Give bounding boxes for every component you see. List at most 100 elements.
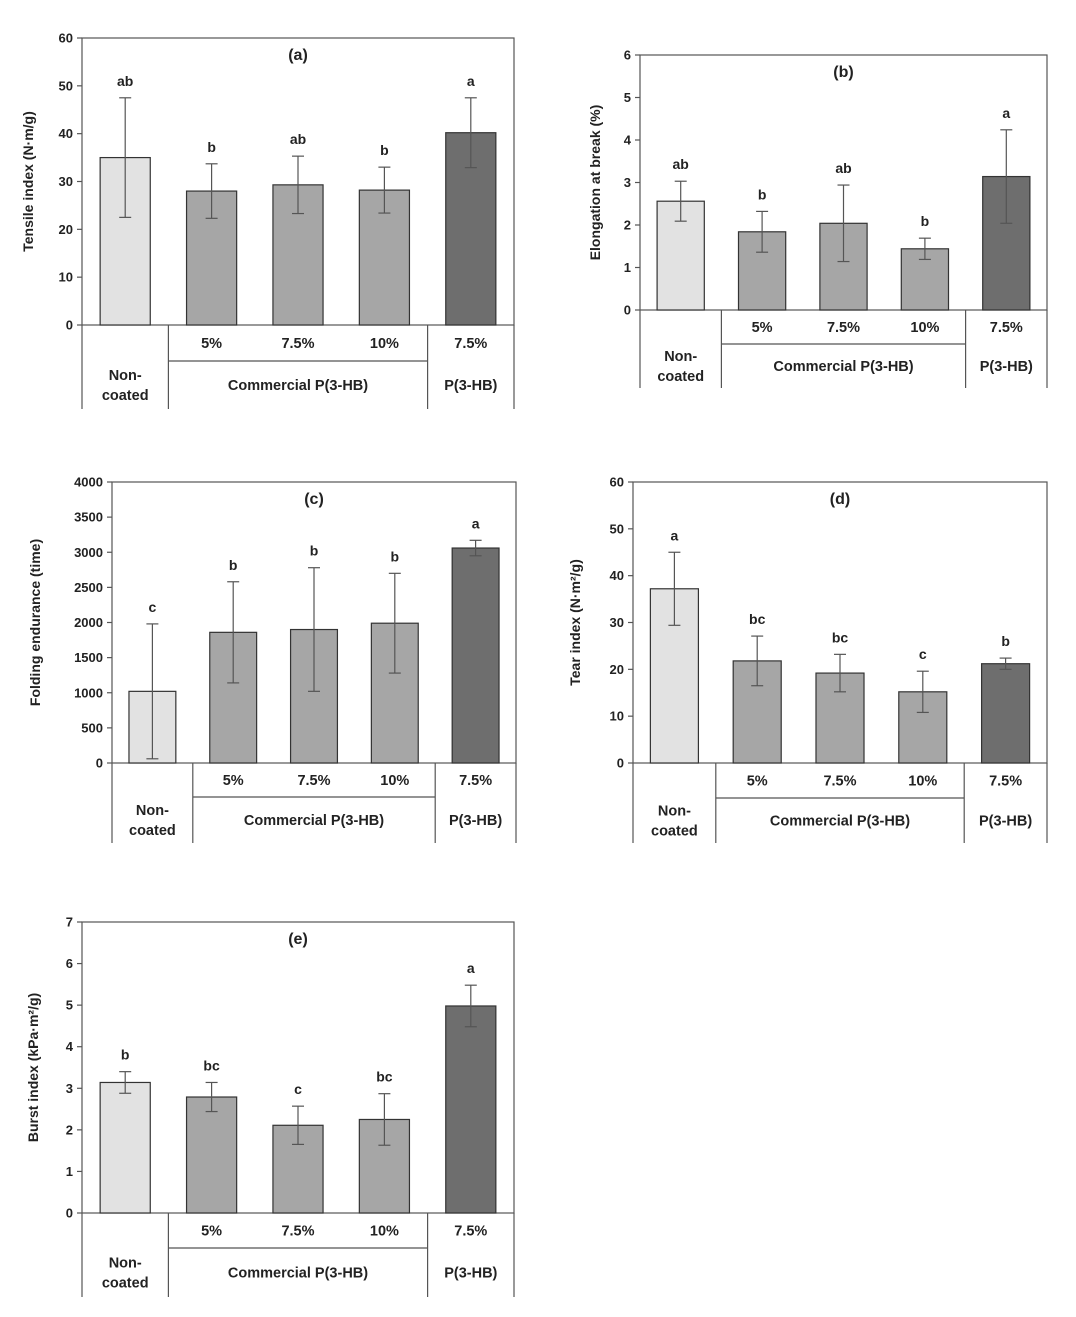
- panel-title: (e): [288, 931, 308, 948]
- category-label: 10%: [370, 1224, 399, 1240]
- y-tick-label: 2000: [74, 615, 103, 630]
- y-tick-label: 3500: [74, 510, 103, 525]
- y-tick-label: 4: [624, 133, 632, 148]
- group-label-commercial: Commercial P(3-HB): [773, 359, 913, 375]
- category-label: 7.5%: [990, 320, 1023, 336]
- y-tick-label: 0: [624, 303, 631, 318]
- significance-letter: ab: [673, 156, 689, 172]
- y-tick-label: 60: [59, 31, 73, 46]
- y-tick-label: 60: [610, 475, 624, 490]
- bar: [185, 1096, 238, 1214]
- bar: [815, 672, 865, 764]
- y-tick-label: 3: [66, 1081, 73, 1096]
- significance-letter: c: [294, 1081, 302, 1097]
- y-tick-label: 20: [610, 662, 624, 677]
- bar: [99, 1081, 151, 1214]
- group-label-noncoated: Non-: [136, 803, 169, 819]
- significance-letter: a: [1002, 105, 1010, 121]
- group-label-noncoated: coated: [651, 824, 698, 840]
- significance-letter: b: [207, 139, 216, 155]
- bar: [451, 547, 500, 764]
- group-label-noncoated: Non-: [109, 1256, 142, 1272]
- panel-title: (b): [833, 64, 853, 81]
- significance-letter: ab: [835, 160, 851, 176]
- panel-e: 0 1 2 3 4 5 6 7 Burst index (kPa·m²/g) (e) b bc c bc a…: [25, 915, 515, 1297]
- significance-letter: b: [391, 548, 400, 564]
- category-label: 7.5%: [281, 1224, 314, 1240]
- significance-letter: ab: [290, 131, 306, 147]
- category-label: 7.5%: [459, 773, 492, 789]
- group-label-p3hb: P(3-HB): [979, 814, 1032, 830]
- y-tick-label: 4: [66, 1039, 74, 1054]
- significance-letter: a: [671, 527, 679, 543]
- group-label-p3hb: P(3-HB): [444, 1266, 497, 1282]
- significance-letter: b: [758, 186, 767, 202]
- panel-b: 0 1 2 3 4 5 6 Elongation at break (%) (b) ab b ab b a…: [587, 48, 1048, 388]
- significance-letter: b: [229, 557, 238, 573]
- y-tick-label: 1: [66, 1164, 73, 1179]
- bar: [445, 1005, 497, 1214]
- y-axis-label: Tear index (N·m²/g): [567, 559, 583, 686]
- y-axis-label: Tensile index (N·m/g): [20, 111, 36, 252]
- category-label: 7.5%: [281, 336, 314, 352]
- group-label-p3hb: P(3-HB): [980, 359, 1033, 375]
- group-label-noncoated: coated: [657, 369, 704, 385]
- y-tick-label: 3: [624, 175, 631, 190]
- category-label: 5%: [201, 336, 222, 352]
- y-axis-label: Elongation at break (%): [587, 105, 603, 261]
- group-label-commercial: Commercial P(3-HB): [228, 1266, 368, 1282]
- y-tick-label: 6: [624, 48, 631, 63]
- y-tick-label: 0: [66, 1206, 73, 1221]
- y-tick-label: 3000: [74, 545, 103, 560]
- group-label-noncoated: Non-: [658, 804, 691, 820]
- category-label: 7.5%: [989, 774, 1022, 790]
- y-axis-label: Burst index (kPa·m²/g): [25, 993, 41, 1142]
- significance-letter: ab: [117, 73, 133, 89]
- significance-letter: b: [121, 1047, 130, 1063]
- y-tick-label: 5: [66, 998, 73, 1013]
- y-tick-label: 0: [617, 756, 624, 771]
- y-tick-label: 500: [81, 720, 103, 735]
- group-label-noncoated: Non-: [109, 368, 142, 384]
- panel-title: (d): [830, 491, 850, 508]
- category-label: 7.5%: [454, 1224, 487, 1240]
- group-label-noncoated: coated: [102, 1276, 149, 1292]
- y-tick-label: 30: [59, 174, 73, 189]
- category-label: 10%: [908, 774, 937, 790]
- y-tick-label: 6: [66, 956, 73, 971]
- significance-letter: a: [472, 515, 480, 531]
- category-label: 5%: [752, 320, 773, 336]
- category-label: 5%: [201, 1224, 222, 1240]
- group-label-commercial: Commercial P(3-HB): [244, 813, 384, 829]
- y-tick-label: 2: [624, 218, 631, 233]
- y-tick-label: 40: [610, 568, 624, 583]
- significance-letter: bc: [376, 1069, 393, 1085]
- category-label: 10%: [910, 320, 939, 336]
- y-tick-label: 1500: [74, 650, 103, 665]
- group-label-noncoated: coated: [129, 823, 176, 839]
- significance-letter: bc: [203, 1057, 220, 1073]
- group-label-noncoated: coated: [102, 388, 149, 404]
- significance-letter: a: [467, 73, 475, 89]
- group-label-p3hb: P(3-HB): [444, 378, 497, 394]
- significance-letter: a: [467, 960, 475, 976]
- y-axis-label: Folding endurance (time): [27, 539, 43, 706]
- y-tick-label: 4000: [74, 475, 103, 490]
- significance-letter: b: [310, 543, 319, 559]
- significance-letter: c: [919, 646, 927, 662]
- panel-c: 0 500 1000 1500 2000 2500 3000 3500 4000 Folding …: [27, 475, 517, 843]
- y-tick-label: 20: [59, 222, 73, 237]
- y-tick-label: 30: [610, 615, 624, 630]
- category-label: 10%: [370, 336, 399, 352]
- category-label: 7.5%: [297, 773, 330, 789]
- y-tick-label: 0: [66, 318, 73, 333]
- y-tick-label: 1: [624, 260, 631, 275]
- significance-letter: bc: [749, 611, 766, 627]
- y-tick-label: 2: [66, 1122, 73, 1137]
- y-tick-label: 10: [610, 709, 624, 724]
- category-label: 7.5%: [827, 320, 860, 336]
- category-label: 5%: [223, 773, 244, 789]
- group-label-p3hb: P(3-HB): [449, 813, 502, 829]
